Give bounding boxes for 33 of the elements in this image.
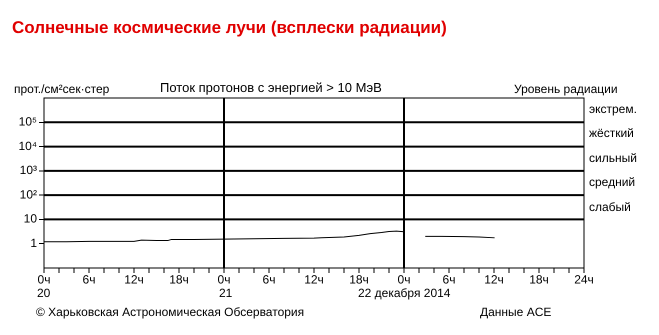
y-tick-label: 10 — [24, 212, 38, 226]
text: экстрем. — [589, 102, 637, 116]
y-axis-title: прот./см²сек·стер — [14, 82, 110, 96]
text: 21 — [219, 286, 232, 300]
text: слабый — [589, 200, 631, 214]
text: сильный — [589, 151, 637, 165]
y-tick-label: 10⁴ — [18, 138, 37, 153]
x-tick-label: 24ч — [574, 272, 594, 287]
x-tick-label: 12ч — [304, 272, 324, 287]
x-tick-label: 18ч — [529, 272, 549, 287]
text: 22 декабря 2014 — [358, 286, 450, 300]
x-tick-label: 6ч — [262, 272, 276, 287]
chart-subtitle: Поток протонов с энергией > 10 МэВ — [160, 80, 382, 95]
x-tick-label: 0ч — [398, 272, 410, 287]
x-tick-label: 12ч — [484, 272, 504, 287]
text: © Харьковская Астрономическая Обсерватория — [36, 305, 304, 319]
y-tick-label: 1 — [30, 236, 38, 250]
x-tick-label: 0ч — [38, 272, 50, 287]
y-tick-label: 10³ — [20, 163, 38, 178]
chart-title: Солнечные космические лучи (всплески радиации) — [12, 18, 447, 38]
text: средний — [589, 175, 636, 189]
text: 20 — [37, 286, 50, 300]
y-tick-label: 10² — [20, 187, 38, 202]
x-tick-label: 18ч — [169, 272, 189, 287]
y-tick-label: 10⁵ — [18, 114, 38, 129]
text: жёсткий — [589, 126, 634, 140]
y2-axis-title: Уровень радиации — [514, 82, 618, 96]
x-tick-label: 18ч — [349, 272, 369, 287]
x-tick-label: 6ч — [442, 272, 456, 287]
x-tick-label: 0ч — [218, 272, 230, 287]
x-tick-label: 12ч — [124, 272, 144, 287]
x-tick-label: 6ч — [82, 272, 96, 287]
text: Данные ACE — [480, 305, 552, 319]
